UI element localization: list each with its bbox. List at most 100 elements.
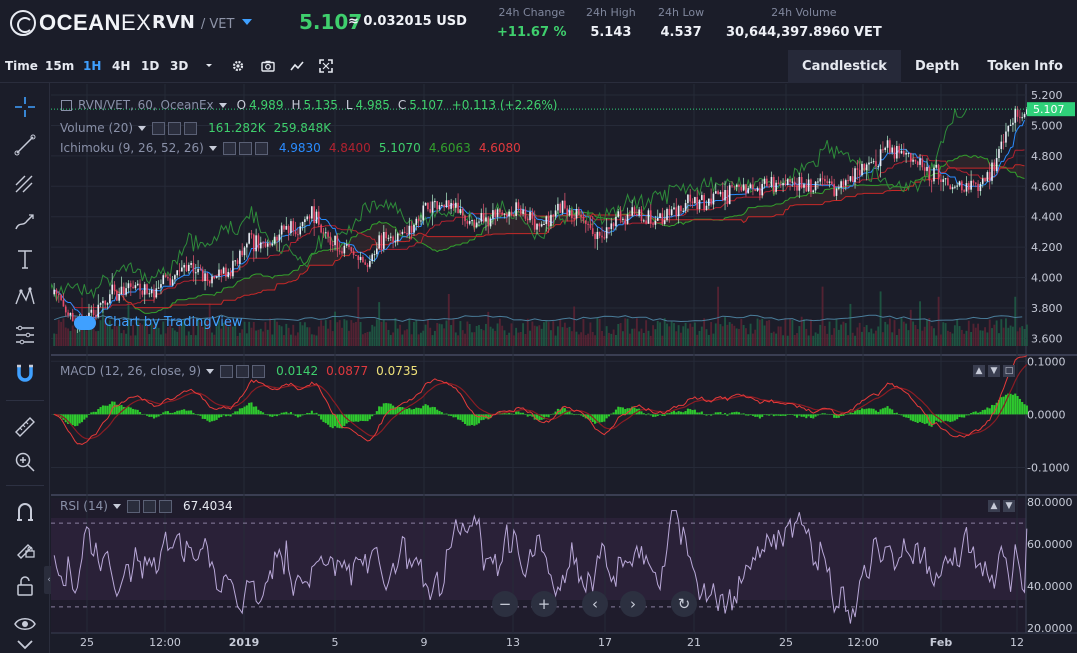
hide-icon[interactable]: [222, 141, 236, 155]
macd-histogram-bar: [273, 414, 276, 416]
camera-icon[interactable]: [261, 59, 275, 73]
macd-histogram-bar: [255, 406, 258, 415]
volume-bar: [134, 335, 137, 346]
candle-body: [345, 244, 348, 246]
settings-icon[interactable]: [168, 121, 182, 135]
volume-bar: [266, 329, 269, 346]
chevron-down-icon[interactable]: [218, 102, 227, 108]
interval-3d[interactable]: 3D: [170, 59, 189, 73]
volume-bar: [582, 318, 585, 346]
oceanex-logo[interactable]: OCEANEX: [10, 8, 151, 38]
brush-icon[interactable]: [10, 208, 40, 234]
volume-bar: [986, 332, 989, 346]
move-up-icon[interactable]: ▲: [988, 500, 1000, 512]
text-tool-icon[interactable]: [10, 246, 40, 272]
reset-chart-button[interactable]: ↻: [671, 591, 697, 617]
volume-bar: [496, 323, 499, 346]
volume-bar: [211, 332, 213, 346]
settings-icon[interactable]: [238, 141, 252, 155]
candle-body: [90, 309, 93, 313]
tab-depth[interactable]: Depth: [914, 59, 960, 74]
zoom-in-button[interactable]: +: [531, 591, 557, 617]
close-icon[interactable]: [158, 499, 172, 513]
candle-body: [109, 294, 111, 304]
scroll-left-button[interactable]: ‹: [582, 591, 608, 617]
candle-body: [677, 205, 680, 217]
gear-icon[interactable]: [231, 59, 245, 73]
more-intervals-chevron-icon[interactable]: [202, 59, 216, 73]
macd-histogram-bar: [919, 414, 922, 422]
fib-retracement-icon[interactable]: [10, 322, 40, 348]
fullscreen-icon[interactable]: [319, 59, 333, 73]
macd-histogram-bar: [691, 410, 694, 415]
volume-bar: [234, 322, 237, 346]
volume-bar: [345, 320, 348, 346]
candle-body: [731, 185, 733, 187]
interval-1h[interactable]: 1H: [83, 59, 102, 73]
series-visibility-icon[interactable]: [61, 99, 72, 111]
move-down-icon[interactable]: ▼: [1003, 500, 1015, 512]
candle-body: [896, 146, 898, 159]
candle-body: [461, 209, 464, 216]
lock-drawings-icon[interactable]: [10, 535, 40, 561]
indicators-icon[interactable]: [290, 59, 304, 73]
macd-histogram-bar: [837, 414, 840, 418]
eye-icon[interactable]: [10, 611, 40, 637]
hide-icon[interactable]: [152, 121, 166, 135]
interval-1d[interactable]: 1D: [141, 59, 160, 73]
zoom-out-button[interactable]: −: [492, 591, 518, 617]
hide-icon[interactable]: [220, 364, 234, 378]
chart-area[interactable]: 25 12:00 2019 5 9 13 17 21 25 12:00 Feb 12 5.200 5.00…: [51, 84, 1077, 653]
volume-bar: [963, 333, 966, 346]
volume-bar: [194, 335, 197, 346]
chevron-down-icon[interactable]: [138, 125, 147, 131]
tab-token-info[interactable]: Token Info: [987, 59, 1063, 74]
ruler-icon[interactable]: [10, 414, 40, 440]
trend-line-icon[interactable]: [10, 132, 40, 158]
candle-body: [181, 267, 183, 272]
macd-signal-value: 0.0735: [376, 364, 419, 378]
macd-histogram-bar: [1021, 401, 1024, 415]
move-down-icon[interactable]: ▼: [988, 365, 1000, 377]
interval-15m[interactable]: 15m: [45, 59, 75, 73]
collapse-toolbar-button[interactable]: ‹: [44, 566, 54, 594]
volume-bar: [631, 328, 634, 346]
macd-histogram-bar: [80, 414, 84, 423]
volume-bar: [190, 334, 193, 346]
scroll-right-button[interactable]: ›: [620, 591, 646, 617]
magnet-mode-icon[interactable]: [10, 499, 40, 525]
hide-icon[interactable]: [126, 499, 140, 513]
chevron-down-icon[interactable]: [206, 368, 215, 374]
close-icon[interactable]: [252, 364, 266, 378]
pair-selector[interactable]: RVN / VET: [152, 12, 253, 33]
magnet-icon[interactable]: [10, 360, 40, 386]
close-icon[interactable]: [184, 121, 198, 135]
candle-body: [313, 206, 315, 224]
pattern-icon[interactable]: [10, 284, 40, 310]
move-up-icon[interactable]: ▲: [973, 365, 985, 377]
macd-histogram-bar: [155, 414, 158, 418]
settings-icon[interactable]: [142, 499, 156, 513]
zoom-in-icon[interactable]: [10, 449, 40, 475]
tradingview-watermark[interactable]: Chart by TradingView: [74, 315, 242, 330]
volume-bar: [294, 335, 297, 346]
pitchfork-icon[interactable]: [10, 170, 40, 196]
tab-candlestick[interactable]: Candlestick: [788, 50, 901, 83]
close-icon[interactable]: [254, 141, 268, 155]
time-button[interactable]: Time: [5, 59, 38, 73]
macd-histogram-bar: [173, 412, 176, 415]
chevron-down-icon[interactable]: [208, 145, 217, 151]
candle-body: [60, 294, 62, 300]
candle-body: [670, 209, 673, 216]
macd-histogram-bar: [315, 412, 318, 415]
chevron-down-icon[interactable]: [112, 503, 121, 509]
volume-bar: [422, 330, 425, 346]
volume-bar: [452, 318, 455, 346]
maximize-icon[interactable]: □: [1003, 365, 1015, 377]
crosshair-icon[interactable]: [10, 94, 40, 120]
expand-tools-chevron-icon[interactable]: [10, 632, 40, 653]
candle-body: [255, 235, 257, 252]
settings-icon[interactable]: [236, 364, 250, 378]
lock-icon[interactable]: [10, 573, 40, 599]
interval-4h[interactable]: 4H: [112, 59, 131, 73]
